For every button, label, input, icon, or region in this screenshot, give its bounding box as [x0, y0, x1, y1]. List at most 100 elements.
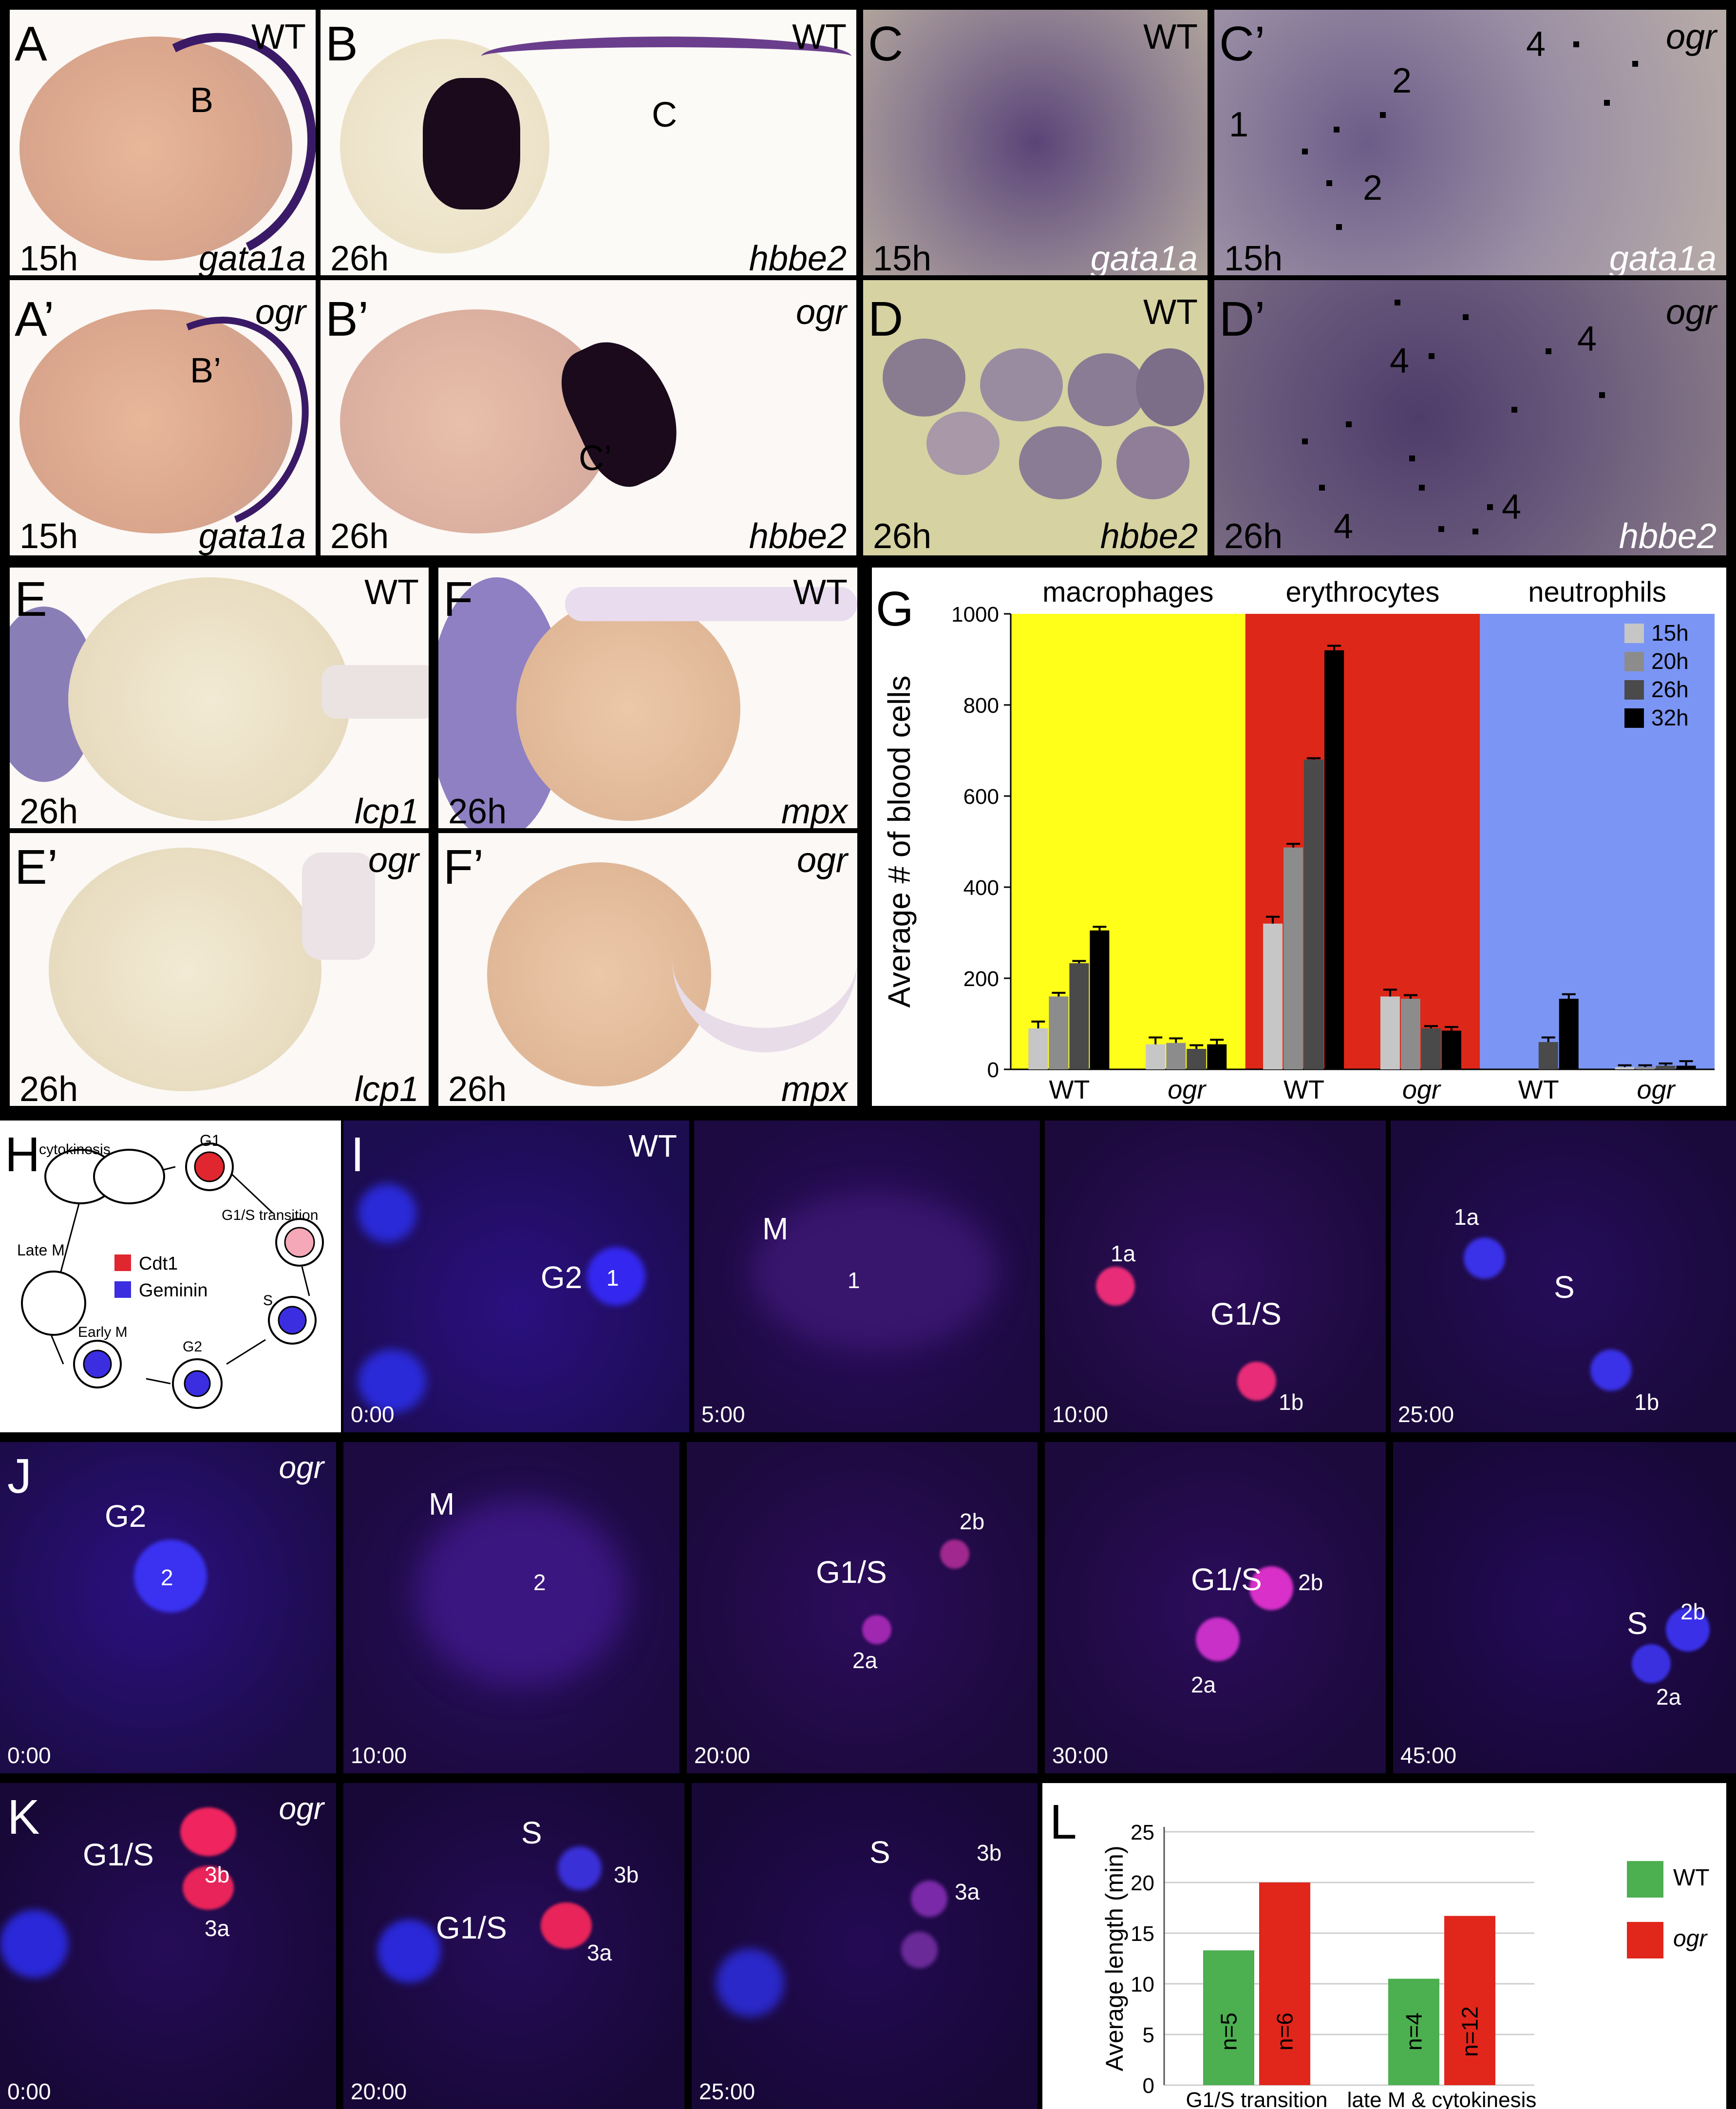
y-tick-label: 5 — [1143, 2023, 1154, 2047]
bar — [1263, 923, 1283, 1069]
stage-label: Early M — [78, 1324, 128, 1340]
panel-letter: H — [5, 1127, 40, 1182]
group-label: macrophages — [1042, 576, 1213, 608]
cell-outline-marker — [1573, 41, 1579, 47]
cell-label: 2 — [533, 1570, 546, 1595]
panel-i-frame-3: G1/S 1a 1b 10:00 — [1045, 1121, 1386, 1432]
y-tick-label: 800 — [963, 694, 999, 718]
panel-f: F WT 26h mpx — [438, 568, 857, 828]
cell-label: 2b — [1298, 1570, 1323, 1595]
legend-label: 20h — [1651, 648, 1689, 674]
y-tick-label: 25 — [1131, 1821, 1154, 1844]
genotype-label: ogr — [795, 293, 847, 332]
bar — [1380, 996, 1400, 1069]
n-label: n=6 — [1272, 2013, 1298, 2051]
genotype-label: WT — [364, 573, 419, 612]
cell-label: 1a — [1454, 1204, 1479, 1230]
geminin-nucleus — [358, 1349, 426, 1413]
cell-label: 4 — [1390, 342, 1410, 380]
time-label: 25:00 — [1398, 1402, 1454, 1427]
n-label: n=4 — [1401, 2013, 1427, 2051]
y-tick-label: 20 — [1131, 1871, 1154, 1895]
cell-outline-marker — [1472, 529, 1478, 534]
phase-label: S — [521, 1815, 542, 1850]
x-tick-label: ogr — [1402, 1075, 1441, 1104]
cell-label: 2 — [161, 1565, 173, 1590]
bar — [1028, 1028, 1048, 1069]
erythrocyte — [1136, 348, 1204, 426]
x-tick-label: late M & cytokinesis — [1347, 2088, 1537, 2109]
genotype-label: WT — [792, 18, 847, 57]
tail — [481, 37, 851, 76]
y-tick-label: 200 — [963, 967, 999, 991]
cytokinesis-cell-right — [93, 1149, 165, 1204]
cell-outline-marker — [1319, 485, 1325, 491]
genotype-label: ogr — [796, 841, 848, 880]
panel-c-prime: C’ ogr 1 2 2 4 15h gata1a — [1214, 10, 1726, 275]
gene-label: gata1a — [1090, 239, 1198, 275]
late-m-cell — [21, 1271, 86, 1336]
n-label: n=12 — [1457, 2006, 1483, 2057]
cell-outline-marker — [1302, 149, 1308, 154]
bar — [1441, 1030, 1461, 1069]
bar — [1559, 999, 1579, 1069]
bar — [1166, 1043, 1186, 1069]
time-label: 26h — [1224, 517, 1283, 555]
cell-label: 2 — [1363, 169, 1383, 208]
gene-label: hbbe2 — [1619, 517, 1717, 555]
genotype-label: ogr — [368, 841, 419, 880]
phase-label: G2 — [541, 1260, 583, 1295]
panel-h: H cytokinesis G1 G1/S transition S G2 Ea… — [0, 1121, 341, 1432]
cell-outline-marker — [1604, 100, 1610, 106]
bar — [1069, 963, 1089, 1069]
panel-letter: E’ — [15, 840, 58, 894]
panel-letter: K — [7, 1790, 40, 1844]
gene-label: hbbe2 — [749, 239, 847, 275]
bar — [1615, 1067, 1635, 1069]
panel-j-frame-5: S 2b 2a 45:00 — [1393, 1442, 1736, 1773]
panel-b-prime: B’ ogr C’ 26h hbbe2 — [321, 280, 856, 555]
panel-j-frame-1: J ogr G2 2 0:00 — [0, 1442, 336, 1773]
phase-label: G1/S — [1191, 1562, 1262, 1597]
bar — [1676, 1065, 1696, 1069]
y-tick-label: 15 — [1131, 1922, 1154, 1946]
y-tick-label: 1000 — [951, 603, 999, 627]
bar — [1421, 1028, 1441, 1069]
bar — [1259, 1882, 1310, 2085]
bar — [1187, 1048, 1207, 1069]
time-label: 5:00 — [701, 1402, 745, 1427]
inset-label: C — [652, 95, 677, 134]
geminin-nucleus — [1632, 1644, 1671, 1683]
panel-letter: B — [325, 17, 358, 71]
group-background — [1480, 614, 1715, 1069]
cdt1-nucleus — [1237, 1362, 1276, 1401]
panel-j-frame-3: G1/S 2b 2a 20:00 — [687, 1442, 1038, 1773]
erythrocyte — [883, 339, 965, 417]
erythrocyte — [1019, 426, 1102, 499]
y-tick-label: 0 — [1143, 2074, 1154, 2098]
panel-j-frame-2: M 2 10:00 — [343, 1442, 679, 1773]
bar — [1283, 847, 1303, 1069]
inset-label: B — [190, 81, 214, 120]
time-label: 20:00 — [694, 1743, 751, 1768]
embryo-yolk — [68, 577, 351, 821]
geminin-nucleus — [558, 1846, 602, 1890]
legend-label: 26h — [1651, 677, 1689, 702]
panel-k-frame-2: S G1/S 3b 3a 20:00 — [343, 1783, 684, 2109]
x-tick-label: WT — [1518, 1075, 1559, 1104]
legend-label-cdt1: Cdt1 — [139, 1254, 178, 1274]
cdt1-nucleus — [541, 1902, 592, 1949]
cell-label: 3a — [587, 1940, 612, 1965]
cell-outline-marker — [1463, 314, 1469, 320]
time-label: 26h — [448, 792, 507, 828]
genotype-label: ogr — [1665, 18, 1717, 57]
geminin-nucleus — [358, 1184, 416, 1242]
legend-label: 15h — [1651, 620, 1689, 646]
phase-label: S — [1554, 1270, 1575, 1305]
cell-label: 1 — [848, 1268, 860, 1293]
bar — [1388, 1978, 1439, 2085]
panel-e-prime: E’ ogr 26h lcp1 — [10, 833, 429, 1106]
cell-label: 1a — [1111, 1241, 1136, 1266]
bar — [1538, 1042, 1558, 1069]
